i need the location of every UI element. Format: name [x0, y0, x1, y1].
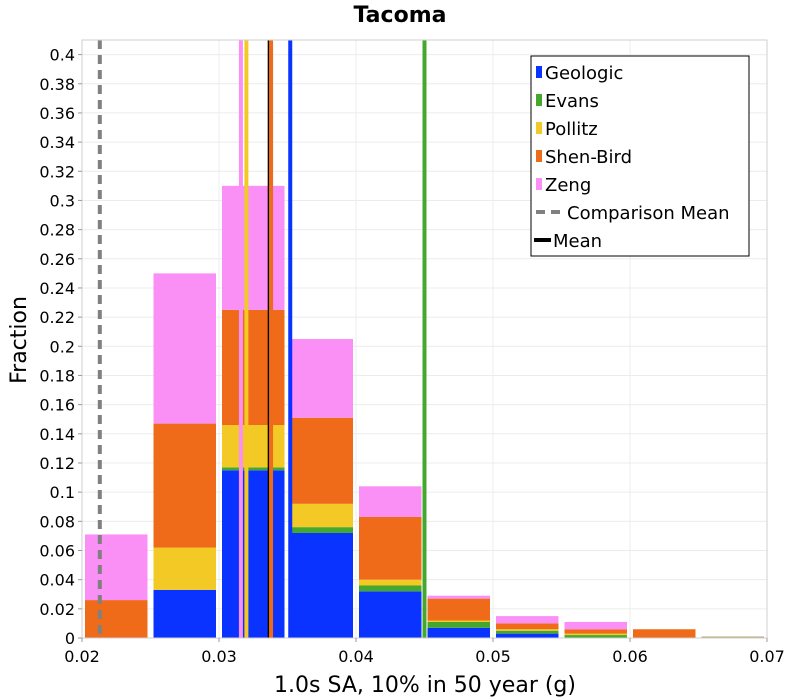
bar-shen-bird: [222, 309, 285, 426]
bar-geologic: [496, 633, 559, 638]
bar-evans: [222, 467, 285, 471]
y-tick-label: 0.08: [39, 512, 75, 531]
bar-evans: [427, 621, 490, 628]
bar-empty: [701, 636, 764, 638]
legend-swatch-geologic: [536, 66, 542, 78]
legend-label-shen-bird: Shen-Bird: [545, 147, 632, 168]
bar-pollitz: [153, 547, 216, 590]
y-tick-label: 0.22: [39, 308, 75, 327]
y-tick-label: 0.04: [39, 571, 75, 590]
x-tick-label: 0.04: [338, 647, 374, 666]
y-tick-label: 0.36: [39, 104, 75, 123]
bar-evans: [290, 527, 353, 533]
bar-geologic: [359, 591, 422, 638]
x-tick-label: 0.06: [612, 647, 648, 666]
bar-zeng: [153, 273, 216, 424]
y-tick-label: 0.2: [50, 337, 75, 356]
bar-shen-bird: [427, 598, 490, 621]
bar-pollitz: [427, 620, 490, 622]
bar-shen-bird: [153, 423, 216, 548]
y-axis-label: Fraction: [7, 296, 32, 384]
bars: [85, 185, 764, 638]
y-tick-label: 0.1: [50, 483, 75, 502]
x-tick-label: 0.03: [201, 647, 237, 666]
chart-title: Tacoma: [354, 3, 447, 28]
y-tick-label: 0.24: [39, 279, 75, 298]
bar-evans: [359, 585, 422, 592]
y-axis-ticks: 0 0.02 0.04 0.06 0.08 0.1 0.12 0.14 0.16 0.18 0.2 0…: [39, 46, 82, 648]
legend-swatch-pollitz: [536, 122, 542, 134]
bar-pollitz: [359, 579, 422, 586]
legend-label-pollitz: Pollitz: [545, 119, 598, 140]
y-tick-label: 0.16: [39, 396, 75, 415]
y-tick-label: 0.28: [39, 221, 75, 240]
bar-shen-bird: [496, 623, 559, 630]
y-tick-label: 0.02: [39, 600, 75, 619]
x-axis-ticks: 0.02 0.03 0.04 0.05 0.06 0.07: [64, 638, 785, 666]
bar-shen-bird: [633, 629, 696, 638]
bar-zeng: [427, 595, 490, 599]
mean-lines: [97, 40, 427, 638]
y-tick-label: 0.06: [39, 541, 75, 560]
legend-swatch-zeng: [536, 178, 542, 190]
bar-shen-bird: [85, 600, 148, 638]
x-tick-label: 0.07: [749, 647, 785, 666]
legend-swatch-evans: [536, 94, 542, 106]
bar-zeng: [85, 534, 148, 601]
bar-zeng: [564, 621, 627, 630]
bar-shen-bird: [359, 516, 422, 580]
bar-zeng: [496, 616, 559, 624]
y-tick-label: 0.34: [39, 133, 75, 152]
bar-pollitz: [222, 425, 285, 468]
x-tick-label: 0.05: [475, 647, 511, 666]
x-axis-label: 1.0s SA, 10% in 50 year (g): [274, 673, 576, 698]
bar-geologic: [222, 470, 285, 638]
bar-pollitz: [290, 503, 353, 528]
bar-zeng: [290, 339, 353, 418]
y-tick-label: 0.26: [39, 250, 75, 269]
bar-pollitz: [496, 629, 559, 631]
bar-zeng: [222, 185, 285, 310]
bar-shen-bird: [564, 629, 627, 634]
bar-pollitz: [564, 633, 627, 636]
x-tick-label: 0.02: [64, 647, 100, 666]
legend-label-zeng: Zeng: [545, 175, 591, 196]
bar-zeng: [359, 486, 422, 517]
y-tick-label: 0.32: [39, 162, 75, 181]
plot-frame: [81, 39, 768, 639]
legend-swatch-shen-bird: [536, 150, 542, 162]
legend-label-evans: Evans: [545, 91, 599, 112]
bar-geologic: [153, 589, 216, 638]
bar-geologic: [290, 532, 353, 638]
bar-evans: [564, 635, 627, 638]
bar-geologic: [427, 627, 490, 638]
bar-evans: [496, 630, 559, 634]
legend: Geologic Evans Pollitz Shen-Bird Zeng Compari…: [530, 55, 750, 257]
legend-box: [530, 55, 750, 257]
y-tick-label: 0.4: [50, 46, 75, 65]
legend-label-mean: Mean: [553, 231, 602, 252]
y-tick-label: 0.38: [39, 75, 75, 94]
legend-label-geologic: Geologic: [545, 63, 623, 84]
y-tick-label: 0: [65, 629, 75, 648]
bar-shen-bird: [290, 417, 353, 504]
y-tick-label: 0.12: [39, 454, 75, 473]
y-tick-label: 0.18: [39, 366, 75, 385]
y-tick-label: 0.3: [50, 191, 75, 210]
y-tick-label: 0.14: [39, 425, 75, 444]
legend-label-comparison-mean: Comparison Mean: [567, 203, 730, 224]
